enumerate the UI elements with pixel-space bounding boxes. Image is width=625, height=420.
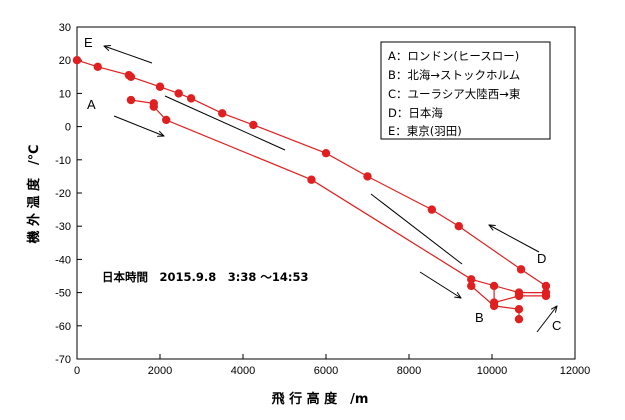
- legend: A：ロンドン(ヒースロー) B：北海→ストックホルム C：ユーラシア大陸西→東 …: [380, 41, 551, 140]
- data-point: [186, 94, 196, 103]
- data-point: [155, 82, 165, 91]
- x-tick-label: 0: [74, 365, 80, 377]
- y-tick-label: 20: [59, 55, 71, 67]
- data-point: [72, 56, 82, 65]
- data-point: [93, 62, 102, 72]
- legend-entry-a: A：ロンドン(ヒースロー): [388, 49, 519, 63]
- legend-entry-e: E：東京(羽田): [388, 124, 462, 138]
- series-points: [72, 56, 551, 324]
- data-point: [541, 281, 551, 291]
- data-point: [454, 222, 463, 231]
- route-letter-a: A: [87, 97, 96, 112]
- route-letter-e: E: [84, 35, 93, 50]
- trend-line-a: [164, 95, 286, 151]
- y-tick-label: -40: [55, 254, 71, 266]
- data-point: [249, 120, 258, 130]
- x-tick-label: 10000: [477, 365, 508, 377]
- y-axis-title: 機 外 温 度 /℃: [26, 144, 42, 243]
- data-point: [467, 281, 476, 291]
- series-line-3: [470, 285, 520, 320]
- y-tick-label: -20: [55, 188, 71, 200]
- x-tick-label: 12000: [560, 365, 591, 377]
- arrow-a: [113, 115, 164, 136]
- route-letter-c: C: [552, 318, 561, 333]
- route-letter-d: D: [537, 251, 546, 266]
- y-tick-label: -60: [55, 321, 71, 333]
- data-point: [514, 291, 524, 301]
- data-point: [149, 102, 158, 111]
- data-point: [489, 281, 499, 291]
- y-tick-label: 10: [59, 88, 71, 100]
- legend-entry-b: B：北海→ストックホルム: [388, 68, 520, 82]
- y-tick-label: -70: [55, 354, 71, 366]
- data-point: [363, 172, 372, 181]
- data-point: [514, 314, 524, 324]
- x-tick-label: 2000: [148, 365, 172, 377]
- y-tick-label: -30: [55, 221, 71, 233]
- y-tick-label: 0: [65, 122, 71, 134]
- route-letter-b: B: [475, 310, 484, 325]
- x-tick-label: 8000: [397, 365, 421, 377]
- data-point: [489, 298, 499, 307]
- legend-entry-d: D：日本海: [388, 106, 443, 120]
- data-point: [126, 72, 136, 82]
- data-point: [467, 275, 476, 284]
- y-tick-label: 30: [59, 22, 71, 34]
- series-line-4: [493, 286, 546, 304]
- data-point: [321, 148, 331, 158]
- data-point: [541, 291, 551, 301]
- arrow-b: [419, 271, 461, 298]
- arrow-e: [104, 46, 153, 64]
- x-axis-title: 飛 行 高 度 /m: [271, 391, 369, 407]
- data-point: [174, 89, 183, 98]
- data-point: [514, 305, 524, 314]
- date-annotation: 日本時間 2015.9.8 3:38 ～14:53: [102, 270, 308, 284]
- y-tick-label: -10: [55, 155, 71, 167]
- axis-ticks: 0 2000 4000 6000 8000 10000 12000 -70 -60 -50 -40 -…: [55, 22, 590, 377]
- direction-arrows: [104, 46, 557, 333]
- data-point: [307, 175, 316, 184]
- legend-box: [380, 41, 551, 140]
- route-letters: E A D B C: [84, 35, 561, 333]
- arrow-c: [536, 306, 557, 333]
- legend-entry-c: C：ユーラシア大陸西→東: [388, 87, 521, 101]
- x-tick-label: 4000: [231, 365, 255, 377]
- arrow-d: [489, 225, 540, 253]
- data-point: [162, 115, 171, 125]
- x-tick-label: 6000: [314, 365, 338, 377]
- y-tick-label: -50: [55, 288, 71, 300]
- data-point: [516, 265, 526, 274]
- trend-line-b: [370, 193, 463, 265]
- data-point: [126, 95, 136, 105]
- data-point: [427, 205, 437, 214]
- data-point: [218, 109, 227, 118]
